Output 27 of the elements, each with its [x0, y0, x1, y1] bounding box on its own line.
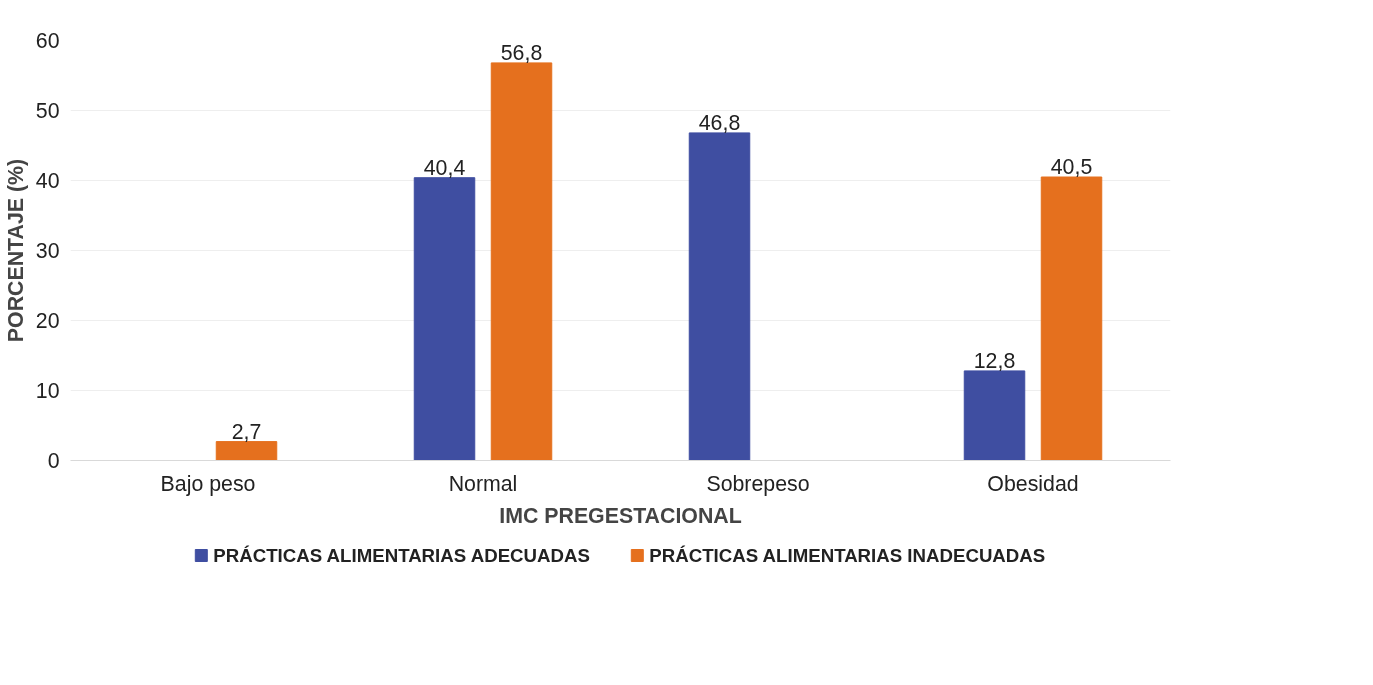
- bar: [1040, 176, 1103, 461]
- bar: [413, 177, 476, 461]
- bar: [688, 132, 751, 461]
- y-tick-label: 20: [35, 309, 60, 333]
- bar: [963, 370, 1026, 461]
- legend-label: PRÁCTICAS ALIMENTARIAS ADECUADAS: [213, 545, 590, 566]
- y-tick-label: 0: [47, 449, 60, 473]
- x-tick-label: Normal: [448, 471, 518, 496]
- x-tick-label: Sobrepeso: [706, 471, 810, 496]
- data-label: 56,8: [500, 40, 543, 65]
- bar: [490, 62, 553, 461]
- y-tick-label: 10: [35, 379, 60, 403]
- data-label: 46,8: [698, 110, 741, 135]
- y-tick-label: 50: [35, 99, 60, 123]
- y-tick-label: 30: [35, 239, 60, 263]
- y-tick-label: 60: [35, 29, 60, 53]
- x-axis-title: IMC PREGESTACIONAL: [499, 503, 742, 528]
- y-axis-title: PORCENTAJE (%): [3, 158, 28, 343]
- x-tick-label: Obesidad: [987, 471, 1079, 496]
- data-label: 2,7: [231, 419, 262, 444]
- data-label: 40,4: [423, 155, 466, 180]
- data-label: 40,5: [1050, 155, 1093, 179]
- data-label: 12,8: [973, 348, 1016, 373]
- y-tick-label: 40: [35, 169, 60, 193]
- legend-label: PRÁCTICAS ALIMENTARIAS INADECUADAS: [649, 545, 1046, 566]
- bar: [215, 441, 278, 461]
- x-tick-label: Bajo peso: [160, 471, 256, 496]
